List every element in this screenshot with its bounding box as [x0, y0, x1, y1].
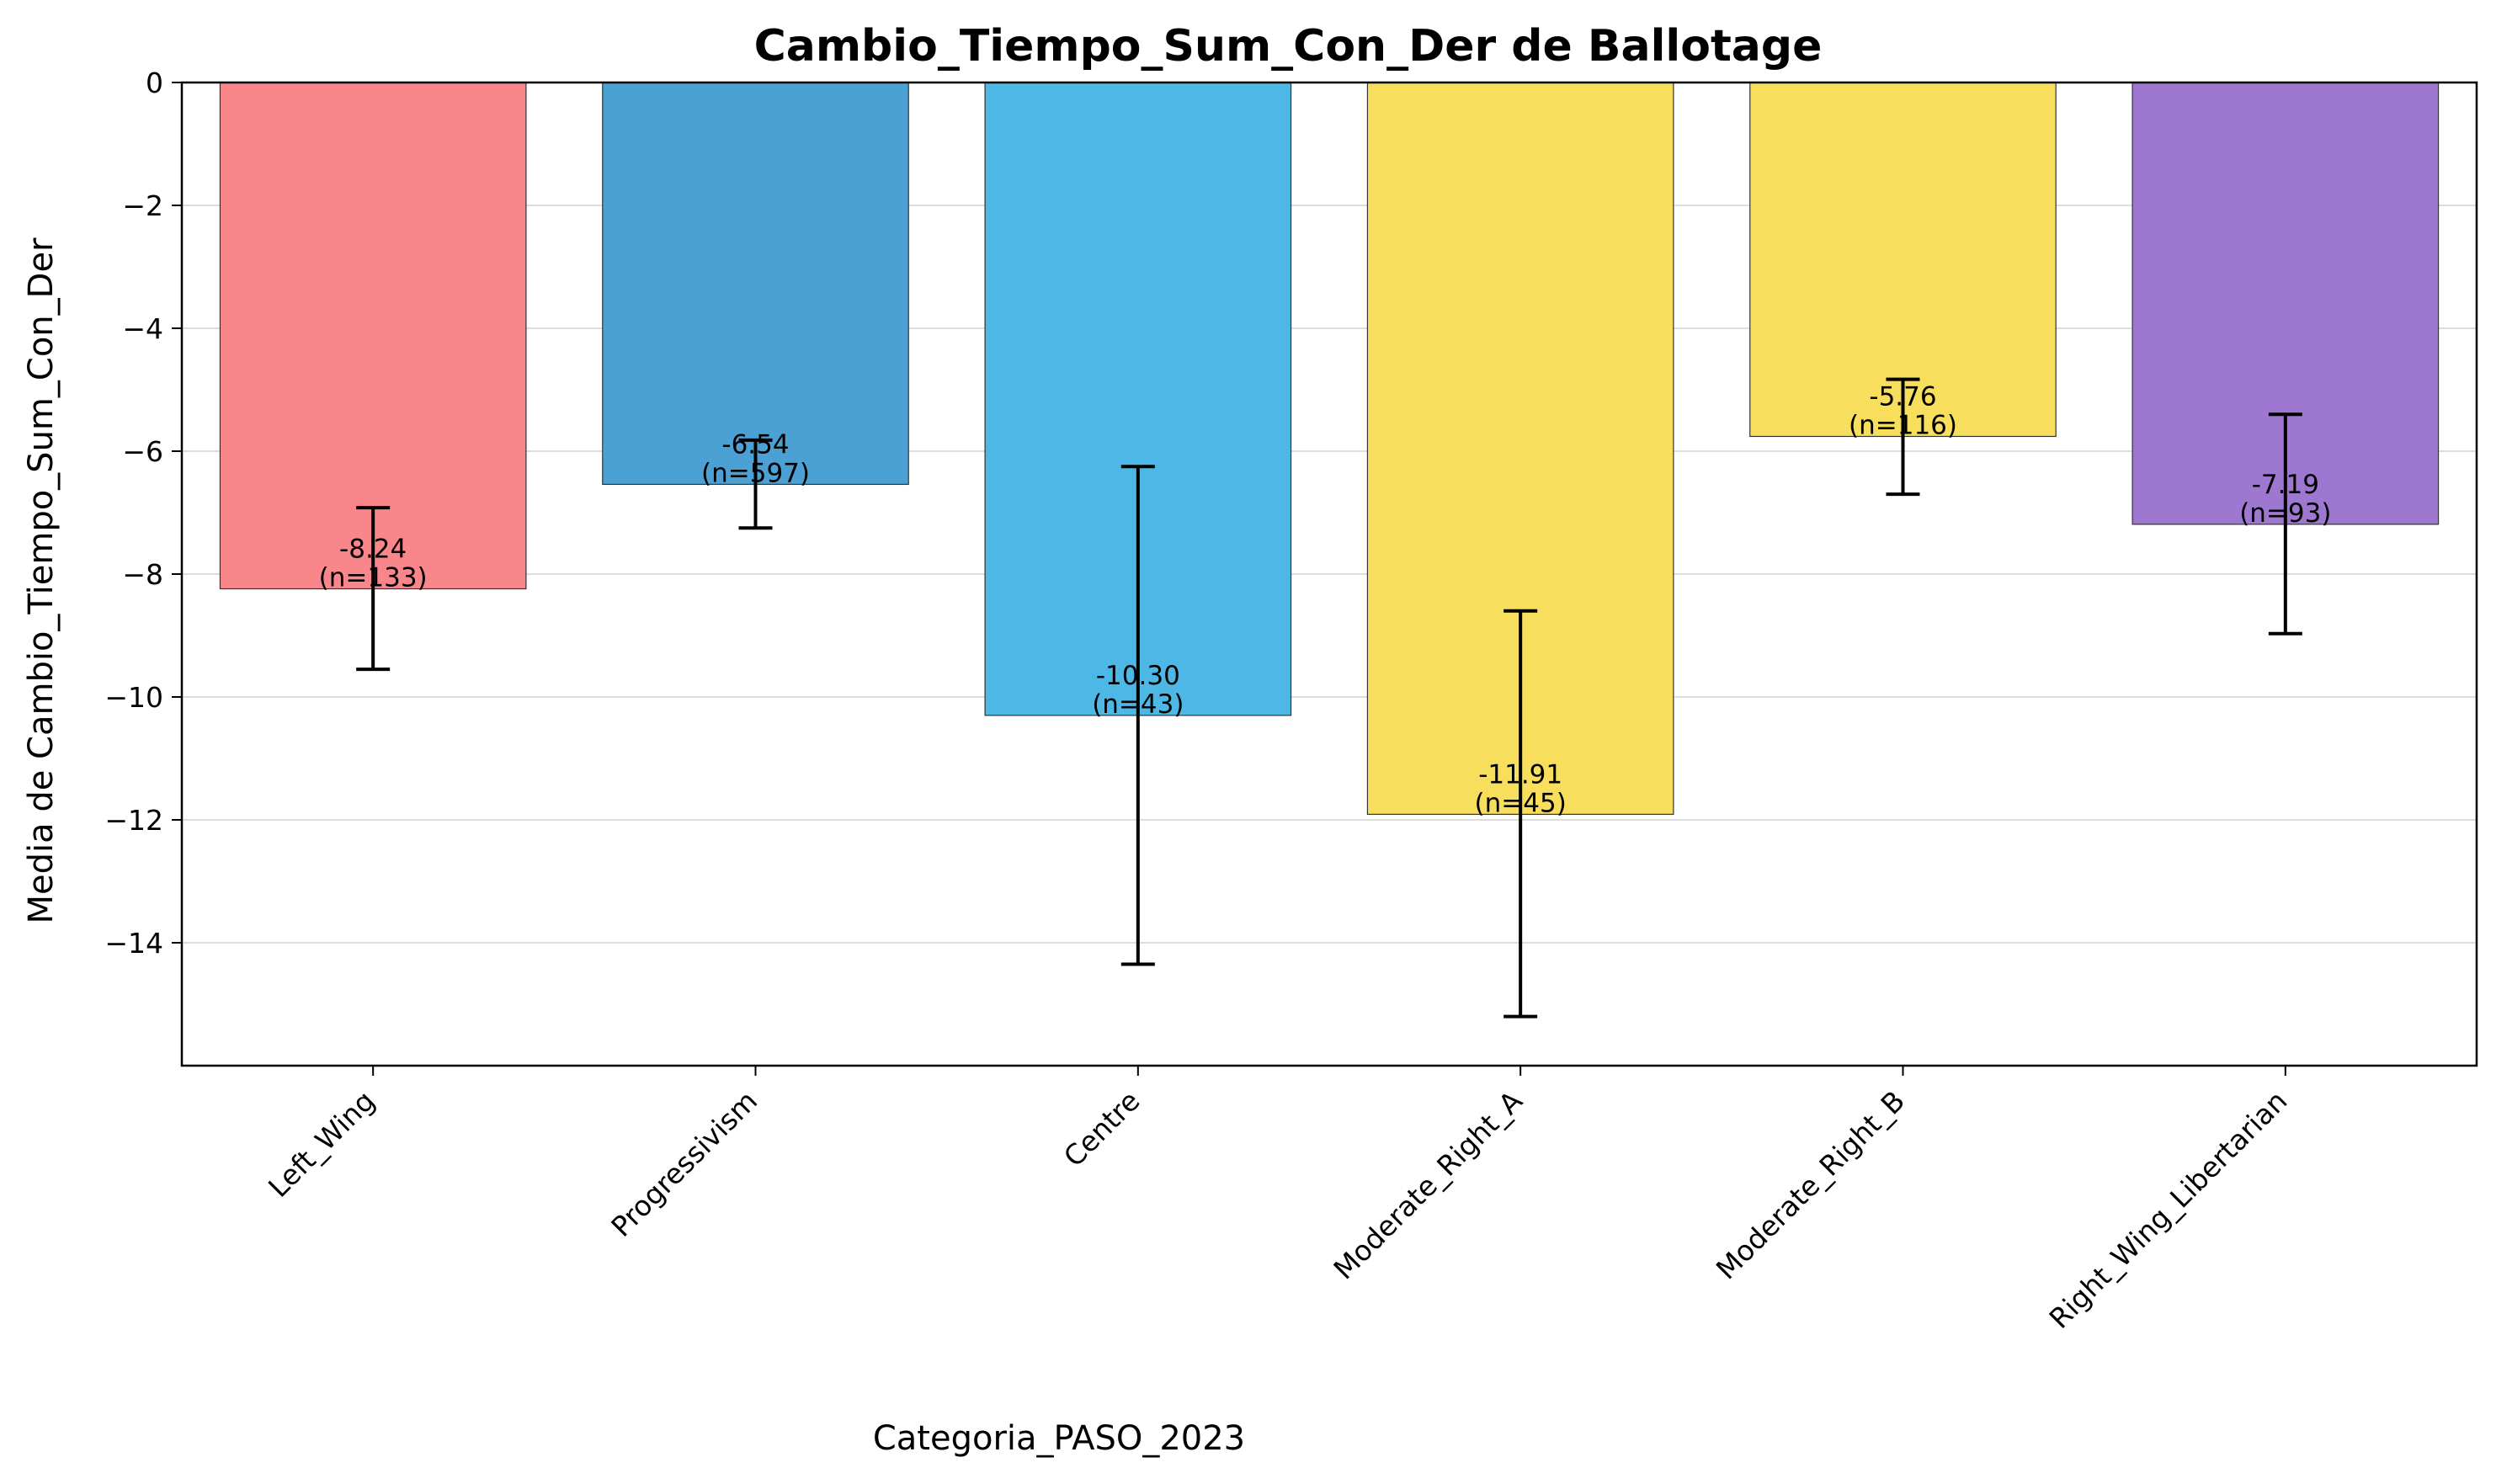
count-label: (n=43) [1092, 689, 1184, 720]
y-tick-label: 0 [146, 66, 163, 99]
count-label: (n=45) [1475, 788, 1567, 818]
bar-left_wing [219, 82, 527, 590]
x-axis-ticks: Left_Wing Progressivism Centre Moderate_Rig… [262, 1066, 2293, 1335]
y-tick-label: −2 [122, 189, 163, 222]
x-axis-label: Categoria_PASO_2023 [873, 1419, 1245, 1458]
x-tick-label: Left_Wing [262, 1084, 381, 1204]
value-label: -6.54 [721, 429, 789, 460]
x-tick-label: Moderate_Right_A [1328, 1084, 1530, 1286]
y-tick-label: −14 [104, 927, 163, 960]
grid-lines [182, 82, 2477, 944]
x-tick-label: Moderate_Right_B [1710, 1084, 1911, 1285]
value-label: -10.30 [1096, 661, 1180, 691]
x-tick-label: Centre [1057, 1084, 1147, 1173]
count-label: (n=133) [319, 563, 428, 593]
y-tick-label: −4 [122, 312, 163, 345]
value-label: -7.19 [2252, 470, 2319, 500]
value-label: -5.76 [1869, 381, 1936, 412]
y-tick-label: −8 [122, 558, 163, 591]
count-label: (n=93) [2239, 498, 2331, 529]
y-axis-label: Media de Cambio_Tiempo_Sum_Con_Der [22, 237, 61, 924]
y-tick-label: −12 [104, 804, 163, 837]
value-label: -11.91 [1478, 759, 1562, 790]
y-axis-ticks: 0 −2 −4 −6 −8 −10 −12 −14 [104, 66, 182, 960]
data-labels: -8.24(n=133) -6.54(n=597) -10.30(n=43) -11.… [319, 381, 2332, 818]
count-label: (n=597) [701, 458, 810, 488]
x-tick-label: Right_Wing_Libertarian [2043, 1084, 2294, 1335]
error-bars [356, 377, 2302, 1019]
y-tick-label: −6 [122, 435, 163, 468]
bar-moderate_right_b [1749, 82, 2057, 438]
count-label: (n=116) [1849, 410, 1957, 440]
bar-progressivism [602, 82, 909, 486]
value-label: -8.24 [339, 535, 407, 565]
bars [219, 82, 2440, 816]
y-tick-label: −10 [104, 681, 163, 714]
chart-title: Cambio_Tiempo_Sum_Con_Der de Ballotage [754, 21, 1823, 72]
x-tick-label: Progressivism [604, 1084, 764, 1243]
